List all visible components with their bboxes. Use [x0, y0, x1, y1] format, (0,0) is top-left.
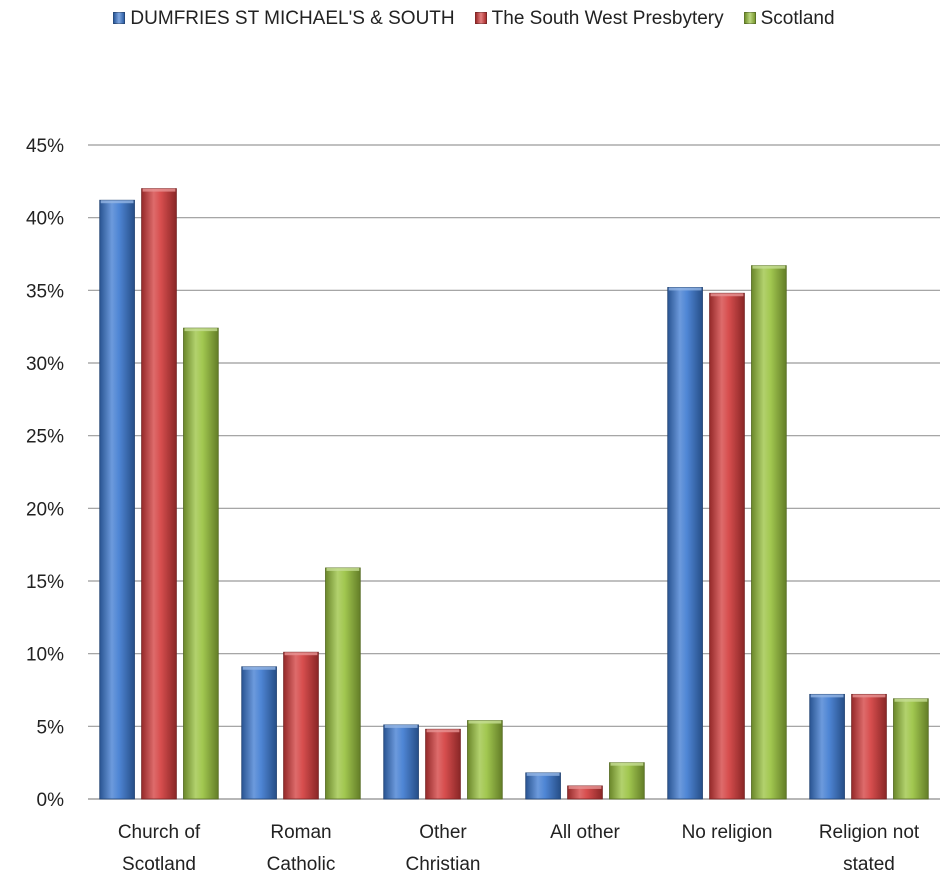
legend: DUMFRIES ST MICHAEL'S & SOUTH The South W…: [0, 8, 948, 30]
x-tick-label: Roman Catholic: [267, 822, 336, 874]
bar: [525, 772, 561, 800]
bar: [667, 287, 703, 800]
bar-highlight: [752, 265, 786, 269]
bar-highlight: [894, 698, 928, 702]
bar-highlight: [468, 720, 502, 724]
legend-item: Scotland: [743, 8, 835, 30]
x-tick-label: Other Christian: [406, 822, 481, 874]
x-tick-label: Church of Scotland: [118, 822, 201, 874]
bar: [851, 693, 887, 800]
y-tick-label: 15%: [26, 572, 64, 593]
x-tick-label: Religion not stated: [819, 822, 920, 874]
bar-highlight: [610, 762, 644, 766]
y-tick-label: 35%: [26, 281, 64, 302]
legend-label: Scotland: [760, 8, 835, 29]
y-tick-label: 10%: [26, 645, 64, 666]
bar: [809, 693, 845, 800]
x-tick-label: No religion: [682, 822, 773, 843]
bar: [383, 724, 419, 800]
bar-highlight: [100, 200, 134, 204]
x-tick-label-line: Church of: [118, 822, 201, 843]
y-tick-label: 45%: [26, 136, 64, 157]
bar-highlight: [568, 785, 602, 789]
x-tick-label-line: All other: [550, 822, 620, 843]
x-tick-label-line: Other: [419, 822, 467, 843]
bar: [709, 292, 745, 800]
y-tick-label: 20%: [26, 499, 64, 520]
bar-highlight: [526, 772, 560, 776]
legend-label: The South West Presbytery: [491, 8, 724, 29]
bar-highlight: [810, 694, 844, 698]
bar: [467, 720, 503, 800]
bar: [609, 762, 645, 800]
bar-highlight: [142, 188, 176, 192]
legend-item: The South West Presbytery: [474, 8, 724, 30]
bar-highlight: [384, 724, 418, 728]
legend-swatch: [113, 12, 126, 24]
x-tick-label-line: Christian: [406, 854, 481, 874]
bar: [141, 188, 177, 800]
bar-highlight: [710, 293, 744, 297]
bar-highlight: [426, 729, 460, 733]
legend-swatch: [743, 12, 756, 24]
x-tick-label-line: Roman: [270, 822, 331, 843]
x-tick-label-line: Catholic: [267, 854, 336, 874]
y-tick-label: 5%: [37, 717, 65, 738]
bar: [325, 567, 361, 800]
bar-highlight: [852, 694, 886, 698]
y-tick-label: 30%: [26, 354, 64, 375]
x-tick-label-line: stated: [843, 854, 895, 874]
bar: [893, 698, 929, 800]
legend-item: DUMFRIES ST MICHAEL'S & SOUTH: [113, 8, 455, 30]
y-tick-label: 0%: [37, 790, 65, 811]
bar: [183, 327, 219, 800]
y-tick-label: 25%: [26, 427, 64, 448]
bar-highlight: [242, 666, 276, 670]
bar-highlight: [668, 287, 702, 291]
bar-highlight: [326, 567, 360, 571]
bar: [99, 199, 135, 800]
bar: [283, 651, 319, 800]
x-tick-label-line: Religion not: [819, 822, 920, 843]
bar: [751, 265, 787, 800]
bar-highlight: [284, 652, 318, 656]
x-tick-label: All other: [550, 822, 620, 843]
bar: [241, 666, 277, 800]
legend-swatch: [474, 12, 487, 24]
y-tick-label: 40%: [26, 209, 64, 230]
bar-highlight: [184, 328, 218, 332]
x-tick-label-line: No religion: [682, 822, 773, 843]
legend-label: DUMFRIES ST MICHAEL'S & SOUTH: [130, 8, 455, 29]
bar: [425, 728, 461, 800]
x-tick-label-line: Scotland: [122, 854, 196, 874]
